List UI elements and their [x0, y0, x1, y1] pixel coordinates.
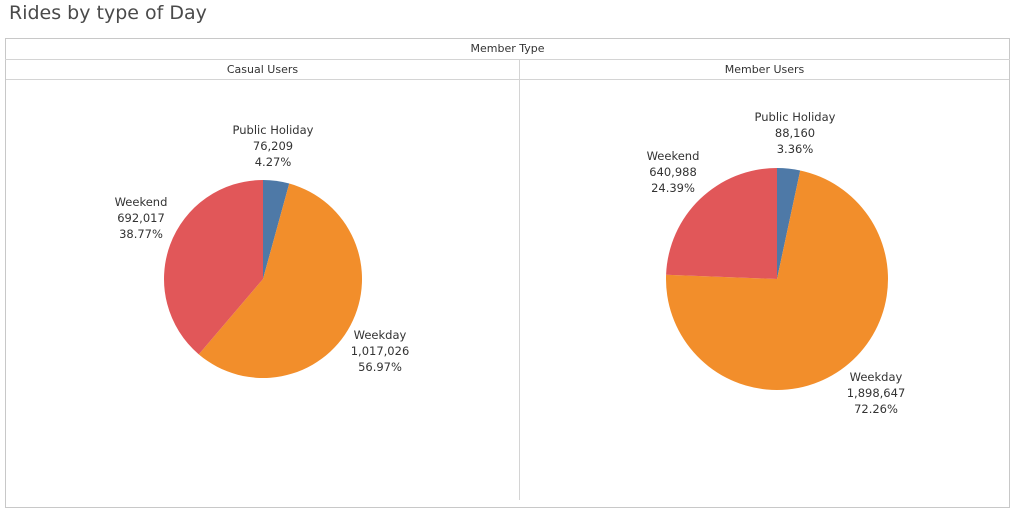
data-label-label: Weekday [354, 328, 407, 342]
dimension-header: Member Type [5, 39, 1010, 60]
data-label-label: Public Holiday [233, 123, 314, 137]
data-label-casual-users-weekend: Weekend 692,017 38.77% [115, 195, 168, 241]
data-label-percent-text: 3.36% [777, 142, 814, 156]
data-label-value-text: 640,988 [649, 165, 697, 179]
data-label-value-text: 692,017 [117, 211, 165, 225]
data-label-label: Weekday [850, 370, 903, 384]
data-label-value-text: 88,160 [775, 126, 815, 140]
data-label-label: Weekend [647, 149, 700, 163]
data-label-percent-text: 72.26% [854, 402, 898, 416]
data-label-member-users-weekday: Weekday 1,898,647 72.26% [847, 370, 906, 416]
data-label-casual-users-public-holiday: Public Holiday 76,209 4.27% [233, 123, 314, 169]
pie-slice-casual-users-public-holiday[interactable] [263, 180, 290, 279]
data-label-label: Public Holiday [755, 110, 836, 124]
pie-slice-member-users-weekday[interactable] [665, 170, 888, 391]
data-label-value-text: 76,209 [253, 139, 293, 153]
pie-slice-member-users-weekend[interactable] [666, 168, 777, 279]
data-label-label: Weekend [115, 195, 168, 209]
data-label-percent-text: 38.77% [119, 227, 163, 241]
column-header-casual-users: Casual Users [6, 60, 519, 80]
data-label-percent-text: 24.39% [651, 181, 695, 195]
page-title: Rides by type of Day [9, 2, 207, 24]
pie-slice-casual-users-weekday[interactable] [198, 183, 363, 379]
data-label-percent-text: 4.27% [255, 155, 292, 169]
data-label-member-users-public-holiday: Public Holiday 88,160 3.36% [755, 110, 836, 156]
data-label-member-users-weekend: Weekend 640,988 24.39% [647, 149, 700, 195]
pie-slice-casual-users-weekend[interactable] [164, 180, 263, 355]
data-label-value-text: 1,898,647 [847, 386, 906, 400]
pie-slice-member-users-public-holiday[interactable] [777, 168, 801, 279]
data-label-percent-text: 56.97% [358, 360, 402, 374]
column-header-member-users: Member Users [520, 60, 1009, 80]
data-label-casual-users-weekday: Weekday 1,017,026 56.97% [351, 328, 410, 374]
column-divider [519, 60, 520, 500]
data-label-value-text: 1,017,026 [351, 344, 410, 358]
